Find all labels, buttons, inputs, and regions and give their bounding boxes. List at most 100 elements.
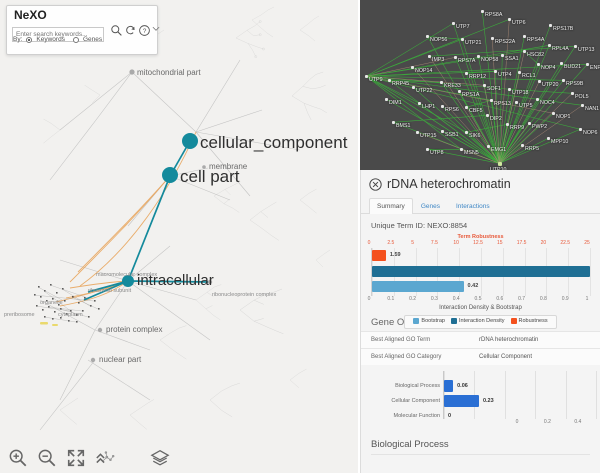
- bar-interaction-density[interactable]: [372, 266, 590, 277]
- gene-node-rps9b[interactable]: [562, 79, 565, 82]
- layers-icon[interactable]: [150, 448, 170, 468]
- search-filter-row[interactable]: By: Keywords Genes: [13, 36, 102, 43]
- collapse-icon[interactable]: [151, 24, 164, 37]
- gene-node-msn5[interactable]: [460, 148, 463, 151]
- gene-node-hsc82[interactable]: [523, 50, 526, 53]
- gene-node-rrp5[interactable]: [521, 144, 524, 147]
- gene-node-rps17b[interactable]: [549, 24, 552, 27]
- fit-screen-icon[interactable]: [66, 448, 86, 468]
- legend-item-0[interactable]: Bootstrap: [413, 318, 445, 324]
- gene-node-rrp45[interactable]: [388, 79, 391, 82]
- go-category-value: Cellular Component: [479, 354, 533, 360]
- gene-node-nop58[interactable]: [477, 55, 480, 58]
- gene-node-utp21[interactable]: [461, 38, 464, 41]
- gene-node-utp13[interactable]: [574, 45, 577, 48]
- search-icon[interactable]: [110, 24, 123, 37]
- chart2-tick-2: 0.4: [574, 419, 582, 425]
- term-detail-panel[interactable]: rDNA heterochromatin Summary Genes Inter…: [360, 170, 600, 473]
- gene-node-rcl1[interactable]: [518, 71, 521, 74]
- hierarchy-viewer[interactable]: cellular_component cell part intracellul…: [0, 0, 358, 473]
- gene-node-lhp1[interactable]: [418, 102, 421, 105]
- bar-robustness[interactable]: [372, 250, 386, 261]
- gene-node-ssa1[interactable]: [501, 54, 504, 57]
- gene-node-rps6[interactable]: [441, 105, 444, 108]
- gene-node-utp9[interactable]: [365, 75, 368, 78]
- gene-node-utp7[interactable]: [452, 22, 455, 25]
- gene-node-utp15[interactable]: [416, 131, 419, 134]
- gene-node-sof1[interactable]: [483, 84, 486, 87]
- gene-node-rrp12[interactable]: [465, 72, 468, 75]
- gene-node-utp6[interactable]: [508, 18, 511, 21]
- hierarchy-graph[interactable]: [0, 0, 358, 473]
- gene-node-utp18[interactable]: [508, 88, 511, 91]
- detail-tabs[interactable]: Summary Genes Interactions: [361, 197, 600, 214]
- tab-interactions[interactable]: Interactions: [455, 203, 490, 210]
- graph-node-cell-part[interactable]: [162, 167, 178, 183]
- gene-node-bud21[interactable]: [560, 62, 563, 65]
- graph-toolbar[interactable]: [0, 443, 358, 473]
- gene-node-enp1[interactable]: [586, 63, 589, 66]
- gene-node-utp8[interactable]: [426, 148, 429, 151]
- gene-node-utp4[interactable]: [494, 70, 497, 73]
- gene-node-kre33[interactable]: [440, 81, 443, 84]
- gene-node-imp3[interactable]: [428, 55, 431, 58]
- tick-top-1: 2.5: [387, 240, 395, 246]
- gene-node-utp20[interactable]: [538, 80, 541, 83]
- gene-node-rps4a[interactable]: [523, 35, 526, 38]
- gene-node-rps7a[interactable]: [454, 56, 457, 59]
- radio-keywords[interactable]: [26, 36, 33, 43]
- gene-node-pol5[interactable]: [571, 92, 574, 95]
- legend-item-2[interactable]: Robustness: [510, 318, 548, 324]
- legend-label-1: Interaction Density: [458, 318, 505, 324]
- tick-top-5: 12.5: [473, 240, 483, 246]
- collapse-all-icon[interactable]: [95, 448, 115, 468]
- gene-node-cbf5[interactable]: [465, 106, 468, 109]
- search-input[interactable]: [12, 27, 104, 42]
- chart2-bar-0[interactable]: [444, 380, 454, 392]
- gene-node-sik6[interactable]: [465, 131, 468, 134]
- zoom-out-icon[interactable]: [37, 448, 57, 468]
- chart2-ticks: 00.20.40.60.81: [443, 419, 597, 429]
- gene-node-utp5[interactable]: [515, 101, 518, 104]
- gene-node-rps22a[interactable]: [491, 37, 494, 40]
- search-row[interactable]: ?: [12, 23, 160, 42]
- gene-node-utp10[interactable]: [498, 162, 502, 166]
- help-icon[interactable]: ?: [138, 24, 151, 37]
- gene-node-dip2[interactable]: [486, 114, 489, 117]
- graph-node-intracellular[interactable]: [122, 275, 134, 287]
- graph-node-cellular-component[interactable]: [182, 133, 198, 149]
- bar-bootstrap[interactable]: [372, 281, 464, 292]
- tick-top-10: 25: [584, 240, 590, 246]
- gene-node-ssb1[interactable]: [441, 130, 444, 133]
- gene-node-nop14[interactable]: [411, 66, 414, 69]
- gene-node-rps13[interactable]: [490, 99, 493, 102]
- robustness-chart: Term Robustness 0 2.5 5 7.5 10 12.5 15 17.5 20 22…: [368, 234, 592, 329]
- tick-bot-1: 0.1: [387, 296, 395, 302]
- gene-node-noc4[interactable]: [536, 98, 539, 101]
- gene-node-nop56[interactable]: [426, 35, 429, 38]
- gene-node-nop4[interactable]: [537, 63, 540, 66]
- gene-node-bms1[interactable]: [392, 121, 395, 124]
- gene-node-nop6[interactable]: [579, 128, 582, 131]
- tab-genes[interactable]: Genes: [420, 203, 440, 210]
- gene-node-rps8a[interactable]: [481, 10, 484, 13]
- reset-icon[interactable]: [124, 24, 137, 37]
- gene-interaction-network[interactable]: UTP9 UTP7 RPS8A UTP6 RPS17B NOP56 UTP21 RPS22A R…: [360, 0, 600, 170]
- search-panel[interactable]: NeXO ?: [6, 5, 160, 55]
- tab-summary[interactable]: Summary: [369, 198, 413, 214]
- gene-node-mpp10[interactable]: [547, 137, 550, 140]
- chart2-bar-1[interactable]: [444, 395, 479, 407]
- gene-node-rrp9[interactable]: [506, 123, 509, 126]
- legend-item-1[interactable]: Interaction Density: [450, 318, 505, 324]
- radio-genes[interactable]: [72, 36, 79, 43]
- gene-node-utp22[interactable]: [412, 86, 415, 89]
- close-icon[interactable]: [369, 177, 382, 191]
- gene-node-dim1[interactable]: [385, 98, 388, 101]
- gene-node-nan1[interactable]: [581, 104, 584, 107]
- gene-node-pwp2[interactable]: [528, 122, 531, 125]
- gene-node-nop1[interactable]: [552, 112, 555, 115]
- gene-node-rpl4a[interactable]: [548, 44, 551, 47]
- gene-node-rps1a[interactable]: [458, 90, 461, 93]
- gene-node-emg1[interactable]: [487, 145, 490, 148]
- zoom-in-icon[interactable]: [8, 448, 28, 468]
